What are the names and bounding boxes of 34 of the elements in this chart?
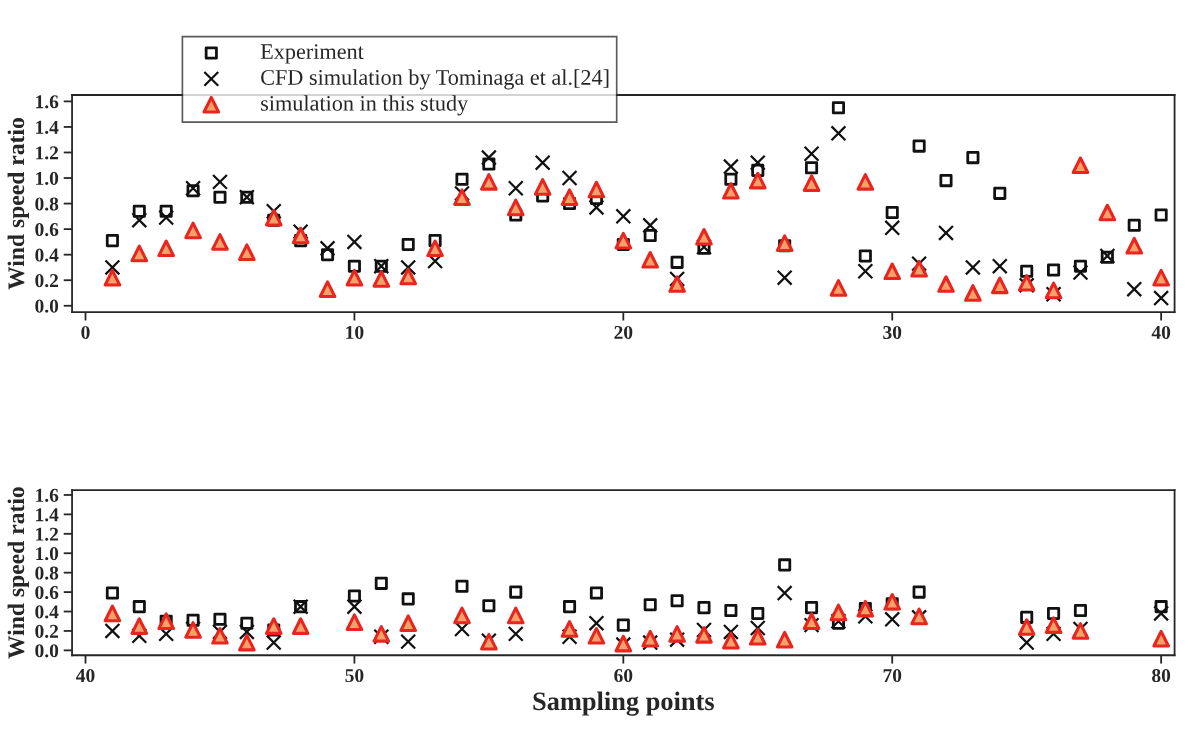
y-tick-label: 1.2: [36, 527, 59, 541]
legend-label: Experiment: [260, 44, 364, 64]
y-tick-label: 0.6: [35, 585, 59, 600]
legend-label: CFD simulation by Tominaga et al.[24]: [261, 69, 609, 90]
y-tick-label: 0.0: [35, 644, 59, 658]
x-tick-label: 50: [345, 668, 364, 683]
x-axis-title: Sampling points: [533, 691, 714, 716]
x-tick-label: 0: [81, 325, 90, 340]
x-tick-label: 10: [346, 325, 364, 340]
y-tick-label: 0.4: [35, 605, 59, 619]
y-tick-label: 0.2: [35, 274, 59, 288]
y-tick-label: 0.4: [35, 248, 59, 262]
y-tick-label: 1.6: [36, 95, 59, 109]
x-tick-label: 40: [76, 668, 95, 683]
x-tick-label: 20: [614, 325, 633, 340]
x-tick-label: 30: [883, 325, 902, 340]
y-tick-label: 0.0: [35, 299, 59, 313]
y-tick-label: 1.4: [36, 508, 59, 522]
x-tick-label: 40: [1151, 325, 1171, 340]
x-tick-label: 70: [883, 668, 902, 683]
y-tick-label: 0.8: [35, 566, 59, 580]
x-tick-label: 80: [1152, 668, 1171, 683]
y-tick-label: 1.6: [36, 488, 59, 502]
y-tick-label: 1.2: [36, 146, 59, 160]
y-tick-label: 0.8: [35, 197, 59, 211]
y-tick-label: 0.2: [35, 624, 59, 638]
y-tick-label: 0.6: [35, 222, 59, 237]
y-axis-title: Wind speed ratio: [7, 118, 29, 290]
x-tick-label: 60: [614, 668, 633, 683]
legend-label: simulation in this study: [261, 95, 469, 116]
y-tick-label: 1.0: [36, 171, 59, 186]
y-axis-title: Wind speed ratio: [7, 487, 29, 659]
y-tick-label: 1.0: [36, 547, 59, 561]
y-tick-label: 1.4: [36, 120, 59, 134]
